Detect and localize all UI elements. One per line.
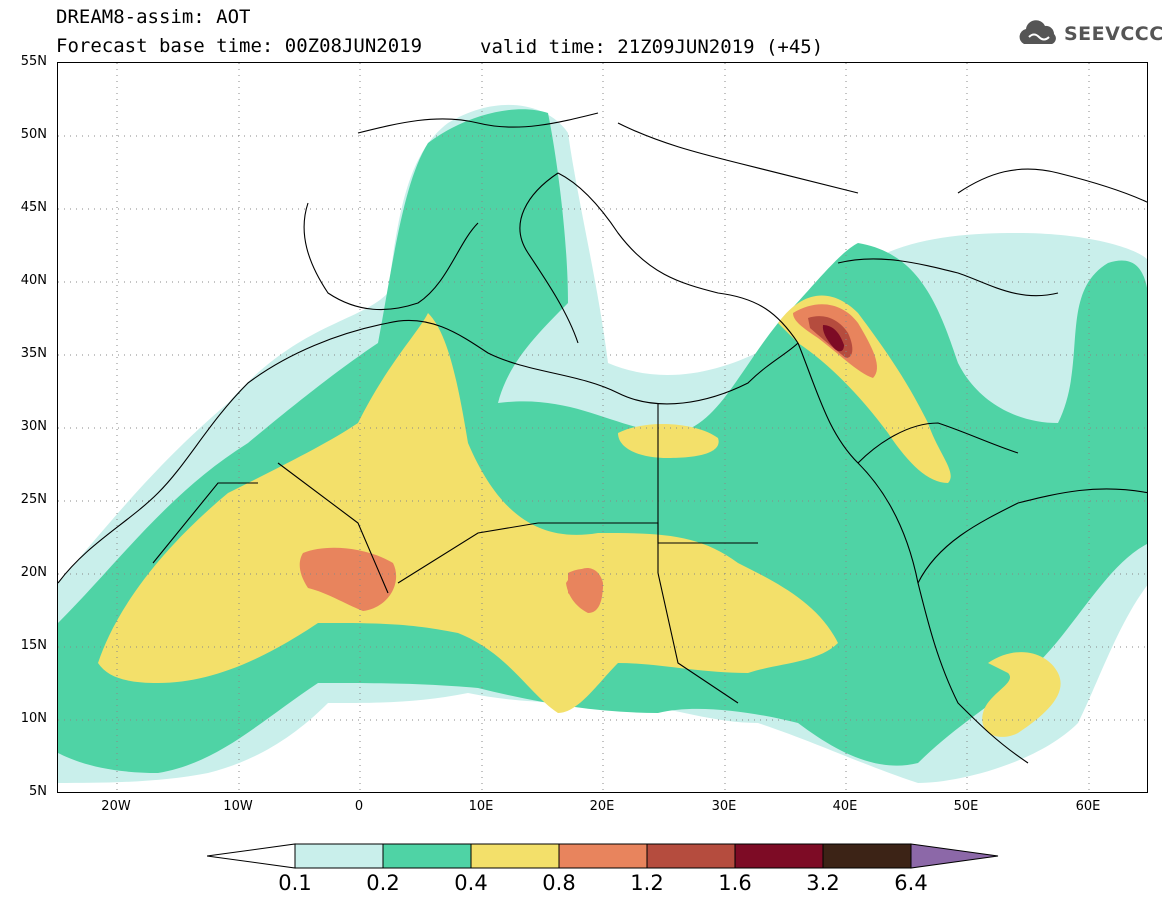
lon-label: 10E — [468, 799, 494, 814]
aot-contour-0.4-yemen — [982, 652, 1061, 737]
colorbar-tick: 0.2 — [366, 871, 400, 895]
coastlines — [58, 112, 1147, 764]
aot-contour-0.4 — [98, 313, 838, 713]
lon-label: 20E — [589, 799, 615, 814]
aot-contour-0.8-chad — [566, 568, 603, 613]
lat-label: 20N — [20, 565, 47, 580]
colorbar-tick: 0.8 — [542, 871, 576, 895]
colorbar-bin-2 — [470, 843, 560, 869]
lat-label: 45N — [20, 200, 47, 215]
colorbar — [207, 843, 999, 869]
lon-label: 0 — [354, 799, 364, 814]
cloud-icon — [1019, 20, 1056, 44]
colorbar-bin-4 — [646, 843, 736, 869]
colorbar-tick: 0.4 — [454, 871, 488, 895]
colorbar-tick: 1.2 — [630, 871, 664, 895]
map-canvas — [58, 63, 1147, 792]
lat-label: 55N — [20, 54, 47, 69]
seevccc-logo: SEEVCCC — [1016, 20, 1164, 48]
lat-label: 15N — [20, 638, 47, 653]
valid-time: valid time: 21Z09JUN2019 (+45) — [480, 36, 824, 58]
aot-contour-0.4-libya — [618, 423, 719, 458]
colorbar-tick: 3.2 — [806, 871, 840, 895]
lat-label: 30N — [20, 419, 47, 434]
colorbar-bin-3 — [558, 843, 648, 869]
lon-label: 50E — [953, 799, 979, 814]
aot-contour-1.6 — [822, 325, 844, 352]
lat-label: 35N — [20, 346, 47, 361]
lon-label: 20W — [101, 799, 131, 814]
aot-map — [57, 62, 1148, 793]
lat-label: 10N — [20, 711, 47, 726]
colorbar-tick: 6.4 — [894, 871, 928, 895]
colorbar-tick: 0.1 — [278, 871, 312, 895]
colorbar-bin-0 — [294, 843, 384, 869]
logo-text: SEEVCCC — [1064, 23, 1164, 45]
forecast-base-time: Forecast base time: 00Z08JUN2019 — [56, 35, 423, 57]
lon-label: 40E — [832, 799, 858, 814]
lon-label: 60E — [1075, 799, 1101, 814]
lat-label: 50N — [20, 127, 47, 142]
map-title: DREAM8-assim: AOT — [56, 6, 251, 28]
colorbar-bin-1 — [382, 843, 472, 869]
colorbar-over — [910, 843, 999, 869]
colorbar-tick: 1.6 — [718, 871, 752, 895]
lon-label: 10W — [223, 799, 253, 814]
lat-label: 25N — [20, 492, 47, 507]
colorbar-bin-5 — [734, 843, 824, 869]
colorbar-under — [207, 843, 296, 869]
colorbar-bin-6 — [822, 843, 912, 869]
lat-label: 40N — [20, 273, 47, 288]
aot-contour-0.8-west — [299, 547, 397, 611]
aot-contour-0.4-east — [778, 295, 951, 483]
lat-label: 5N — [29, 784, 47, 799]
lon-label: 30E — [711, 799, 737, 814]
